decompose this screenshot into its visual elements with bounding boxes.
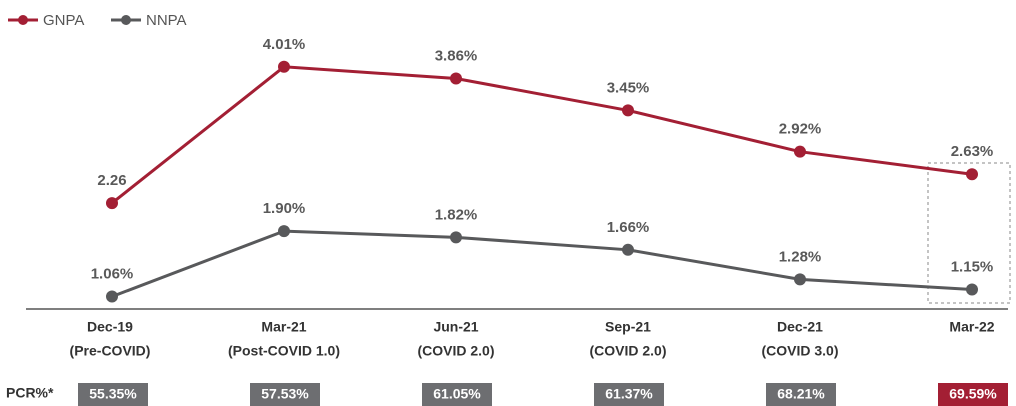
point bbox=[966, 283, 978, 296]
pcr-value: 69.59% bbox=[949, 386, 997, 402]
x-tick-label: Jun-21 bbox=[433, 319, 478, 335]
data-label: 1.82% bbox=[435, 206, 478, 223]
data-label: 2.26 bbox=[97, 172, 126, 189]
pcr-box bbox=[766, 383, 836, 406]
pcr-value: 61.05% bbox=[433, 386, 481, 402]
point bbox=[794, 273, 806, 286]
point bbox=[278, 60, 290, 73]
x-tick-label: (COVID 2.0) bbox=[417, 343, 494, 359]
legend-marker bbox=[18, 15, 28, 25]
point bbox=[106, 290, 118, 303]
data-label: 1.66% bbox=[607, 219, 650, 236]
point bbox=[966, 168, 978, 181]
point bbox=[622, 104, 634, 117]
pcr-value: 57.53% bbox=[261, 386, 309, 402]
x-tick-label: (Post-COVID 1.0) bbox=[228, 343, 340, 359]
pcr-value: 61.37% bbox=[605, 386, 653, 402]
pcr-box bbox=[422, 383, 492, 406]
x-tick-label: Mar-22 bbox=[949, 319, 994, 335]
point bbox=[278, 225, 290, 238]
point bbox=[450, 72, 462, 85]
data-label: 1.90% bbox=[263, 200, 306, 217]
x-tick-label: (Pre-COVID) bbox=[70, 343, 151, 359]
legend-label: GNPA bbox=[43, 12, 84, 29]
pcr-box bbox=[78, 383, 148, 406]
pcr-value: 68.21% bbox=[777, 386, 825, 402]
point bbox=[622, 243, 634, 256]
data-label: 3.86% bbox=[435, 47, 478, 64]
series-line bbox=[111, 65, 973, 205]
data-label: 4.01% bbox=[263, 36, 306, 53]
point bbox=[794, 145, 806, 158]
data-label: 2.63% bbox=[951, 143, 994, 160]
x-tick-label: Sep-21 bbox=[605, 319, 651, 335]
pcr-box bbox=[250, 383, 320, 406]
legend-label: NNPA bbox=[146, 12, 187, 29]
point bbox=[450, 231, 462, 244]
data-label: 1.15% bbox=[951, 258, 994, 275]
data-label: 3.45% bbox=[607, 79, 650, 96]
x-tick-label: (COVID 3.0) bbox=[761, 343, 838, 359]
series-line bbox=[111, 229, 973, 298]
data-label: 1.06% bbox=[91, 266, 134, 283]
pcr-label: PCR%* bbox=[6, 385, 54, 401]
point bbox=[106, 197, 118, 210]
pcr-box bbox=[594, 383, 664, 406]
pcr-value: 55.35% bbox=[89, 386, 137, 402]
highlight-box bbox=[927, 162, 1011, 304]
x-tick-label: Mar-21 bbox=[261, 319, 306, 335]
data-label: 1.28% bbox=[779, 248, 822, 265]
x-tick-label: Dec-21 bbox=[777, 319, 823, 335]
x-tick-label: Dec-19 bbox=[87, 319, 133, 335]
data-label: 2.92% bbox=[779, 121, 822, 138]
x-tick-label: (COVID 2.0) bbox=[589, 343, 666, 359]
legend-marker bbox=[121, 15, 131, 25]
pcr-box bbox=[938, 383, 1008, 406]
